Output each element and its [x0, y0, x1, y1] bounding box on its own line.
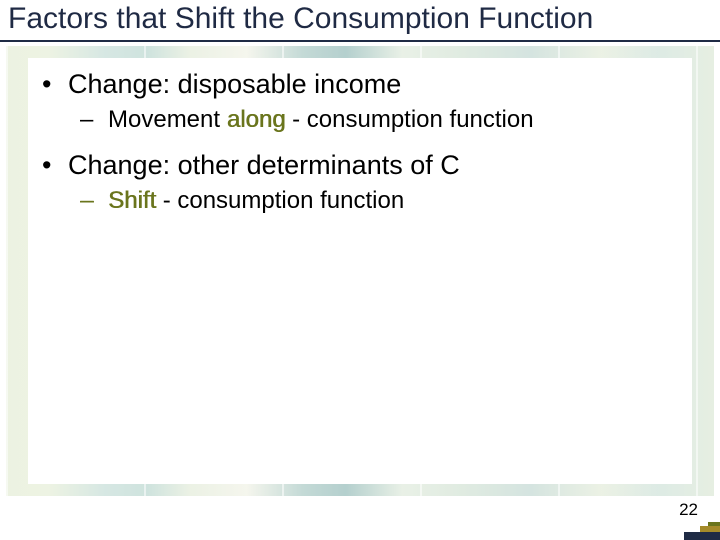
bullet-level2: Shift - consumption function [40, 185, 680, 217]
bullet-text-post: - consumption function [156, 187, 404, 214]
bullet-text-pre: Movement [108, 106, 227, 133]
bullet-level2: Movement along - consumption function [40, 104, 680, 136]
bullet-text: Change: other determinants of C [68, 150, 460, 180]
bullet-text: Change: disposable income [68, 69, 401, 99]
keyword-shift: Shift [108, 187, 156, 214]
title-underline [0, 40, 720, 42]
slide-body: Change: disposable income Movement along… [40, 64, 680, 228]
bullet-level1: Change: disposable income [40, 66, 680, 102]
bullet-text-post: - consumption function [285, 106, 533, 133]
keyword-along: along [227, 106, 286, 133]
slide: Factors that Shift the Consumption Funct… [0, 0, 720, 540]
corner-accent [684, 522, 720, 540]
page-number: 22 [679, 500, 698, 520]
bullet-level1: Change: other determinants of C [40, 147, 680, 183]
slide-title: Factors that Shift the Consumption Funct… [8, 2, 712, 37]
